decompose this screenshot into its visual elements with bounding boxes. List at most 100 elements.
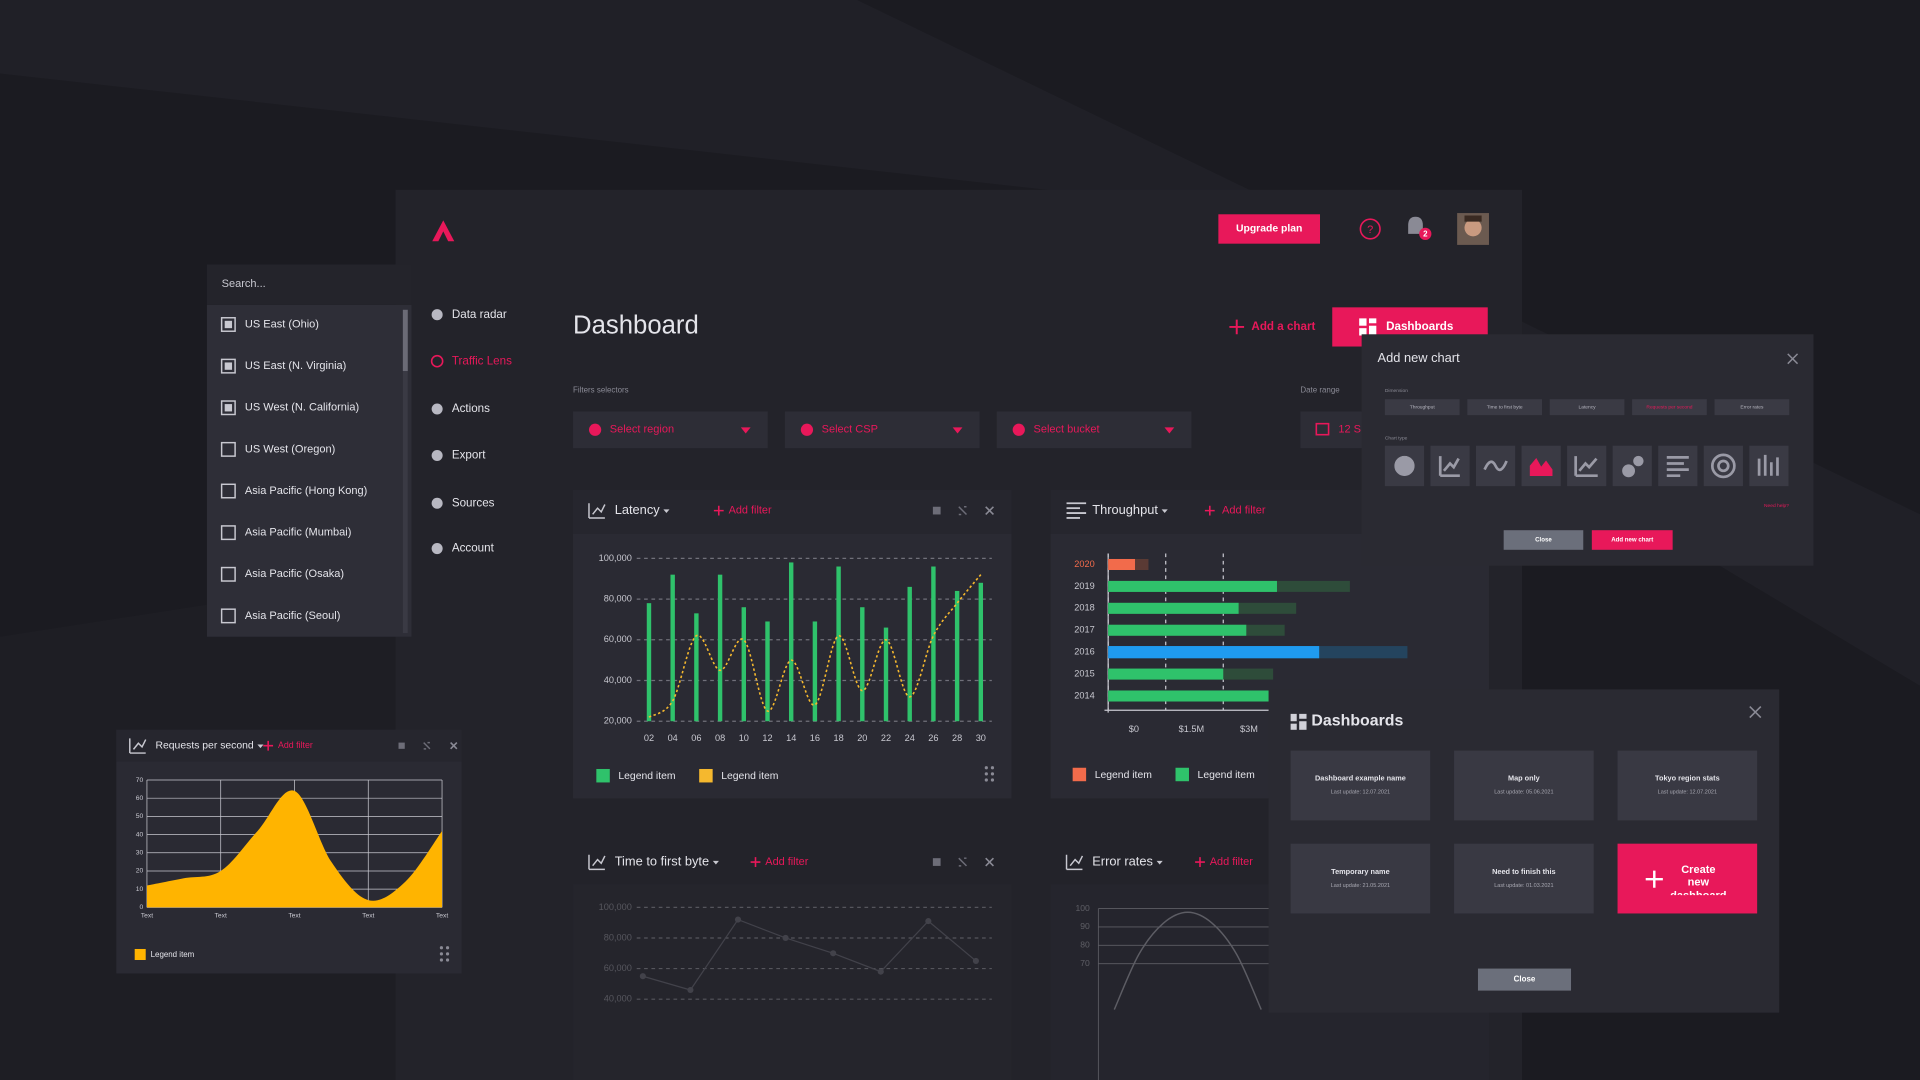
add-filter-button[interactable]: Add filter	[1195, 856, 1253, 868]
duplicate-icon[interactable]	[932, 858, 941, 866]
checkbox	[220, 525, 236, 541]
close-button[interactable]: Close	[1477, 968, 1572, 991]
chart-type-option[interactable]	[1612, 445, 1652, 487]
caret	[663, 509, 670, 514]
grid-icon	[1359, 318, 1367, 326]
bar	[1108, 690, 1270, 702]
scrollbar-thumb	[402, 309, 408, 372]
nav-icon	[431, 403, 443, 415]
field-label: Dimension	[1385, 388, 1408, 394]
x-tick-label: Text	[436, 913, 448, 920]
dimension-tab[interactable]: Throughput	[1384, 399, 1460, 416]
chart-type-option[interactable]	[1658, 445, 1698, 487]
drag-handle[interactable]	[984, 766, 988, 770]
y-tick-label: 2017	[1074, 625, 1094, 635]
region-option[interactable]: US West (N. California)	[220, 400, 360, 416]
nav-item[interactable]: Sources	[431, 496, 495, 509]
close-icon[interactable]	[1787, 353, 1799, 365]
chart-type-option[interactable]	[1430, 445, 1470, 487]
help-link[interactable]: Need help?	[1764, 503, 1789, 509]
page-title: Dashboard	[573, 312, 699, 340]
add-filter-button[interactable]: Add filter	[713, 505, 772, 517]
select-icon	[800, 423, 814, 436]
bar	[1108, 580, 1277, 592]
nav-item[interactable]: Export	[431, 449, 487, 462]
region-option[interactable]: Asia Pacific (Osaka)	[220, 566, 344, 582]
region-option[interactable]: Asia Pacific (Mumbai)	[220, 525, 352, 541]
expand-icon[interactable]	[958, 506, 968, 516]
dimension-tab[interactable]: Time to first byte	[1467, 399, 1542, 416]
bar	[883, 627, 889, 722]
dimension-tab[interactable]: Requests per second	[1632, 399, 1707, 416]
region-option[interactable]: Asia Pacific (Hong Kong)	[220, 483, 368, 499]
drag-handle[interactable]	[984, 778, 988, 782]
drag-handle[interactable]	[984, 772, 988, 776]
dashboard-card[interactable]: Tokyo region stats Last update: 12.07.202…	[1617, 750, 1758, 821]
expand-icon[interactable]	[423, 741, 431, 750]
scrollbar-track	[402, 309, 408, 634]
dimension-tab[interactable]: Latency	[1549, 399, 1625, 416]
chart-type-option[interactable]	[1384, 445, 1425, 487]
region-option[interactable]: US East (N. Virginia)	[220, 358, 347, 374]
y-tick-label: 60	[136, 795, 144, 802]
drag-handle[interactable]	[990, 778, 995, 782]
chart-type-option[interactable]	[1521, 445, 1561, 487]
chart-type-option[interactable]	[1476, 445, 1516, 487]
nav-item[interactable]: Traffic Lens	[430, 354, 512, 368]
bell-icon[interactable]	[1408, 216, 1423, 234]
button-label: Add new chart	[1611, 537, 1653, 544]
region-option[interactable]: Asia Pacific (Seoul)	[220, 608, 341, 624]
nav-item[interactable]: Actions	[431, 402, 491, 415]
drag-handle[interactable]	[990, 766, 995, 770]
chart-type-icon	[1666, 456, 1689, 478]
duplicate-icon[interactable]	[398, 742, 405, 749]
card-title: Latency	[615, 502, 661, 517]
drag-handle[interactable]	[445, 946, 450, 950]
add-chart-submit[interactable]: Add new chart	[1591, 530, 1673, 550]
dimension-tab[interactable]: Error rates	[1714, 399, 1790, 416]
create-dashboard-button[interactable]: Create new dashboard	[1617, 843, 1758, 914]
drag-handle[interactable]	[439, 958, 444, 962]
grid-icon	[1359, 328, 1367, 336]
close-icon[interactable]	[450, 742, 458, 750]
drag-handle[interactable]	[439, 952, 444, 956]
filter-select[interactable]: Select region	[573, 411, 768, 449]
drag-handle[interactable]	[990, 772, 995, 776]
add-filter-label: Add filter	[729, 505, 772, 517]
region-option[interactable]: US West (Oregon)	[220, 441, 336, 457]
filter-select[interactable]: Select CSP	[784, 411, 980, 449]
drag-handle[interactable]	[445, 952, 450, 956]
dashboard-card[interactable]: Dashboard example name Last update: 12.07…	[1290, 750, 1431, 821]
chart-type-option[interactable]	[1567, 445, 1607, 487]
dashboard-card[interactable]: Temporary name Last update: 21.05.2021	[1290, 843, 1431, 914]
search-input[interactable]: Search...	[206, 264, 412, 305]
add-chart-button[interactable]: Add a chart	[1229, 319, 1316, 335]
drag-handle[interactable]	[445, 958, 450, 962]
close-icon[interactable]	[985, 506, 994, 516]
add-filter-button[interactable]: Add filter	[750, 856, 809, 868]
duplicate-icon[interactable]	[932, 506, 941, 515]
chart-type-option[interactable]	[1749, 445, 1789, 487]
dashboard-card[interactable]: Need to finish this Last update: 01.03.20…	[1454, 843, 1594, 914]
dashboard-card[interactable]: Map only Last update: 05.06.2021	[1454, 750, 1594, 821]
region-option[interactable]: US East (Ohio)	[220, 317, 319, 332]
close-icon[interactable]	[1749, 705, 1762, 719]
nav-item[interactable]: Data radar	[431, 308, 507, 321]
help-icon[interactable]	[1359, 218, 1381, 240]
expand-icon[interactable]	[958, 857, 968, 867]
close-button[interactable]: Close	[1503, 530, 1584, 550]
filter-select[interactable]: Select bucket	[996, 411, 1192, 449]
add-filter-button[interactable]: Add filter	[1204, 505, 1266, 517]
add-filter-button[interactable]: Add filter	[263, 740, 313, 751]
close-icon[interactable]	[985, 857, 994, 867]
drag-handle[interactable]	[439, 946, 444, 950]
upgrade-button[interactable]: Upgrade plan	[1218, 214, 1320, 244]
option-label: US East (N. Virginia)	[245, 360, 346, 372]
option-label: Asia Pacific (Hong Kong)	[245, 485, 367, 497]
tab-label: Latency	[1579, 404, 1597, 410]
point	[734, 916, 742, 923]
nav-item[interactable]: Account	[431, 542, 495, 555]
chart-type-option[interactable]	[1703, 445, 1743, 487]
